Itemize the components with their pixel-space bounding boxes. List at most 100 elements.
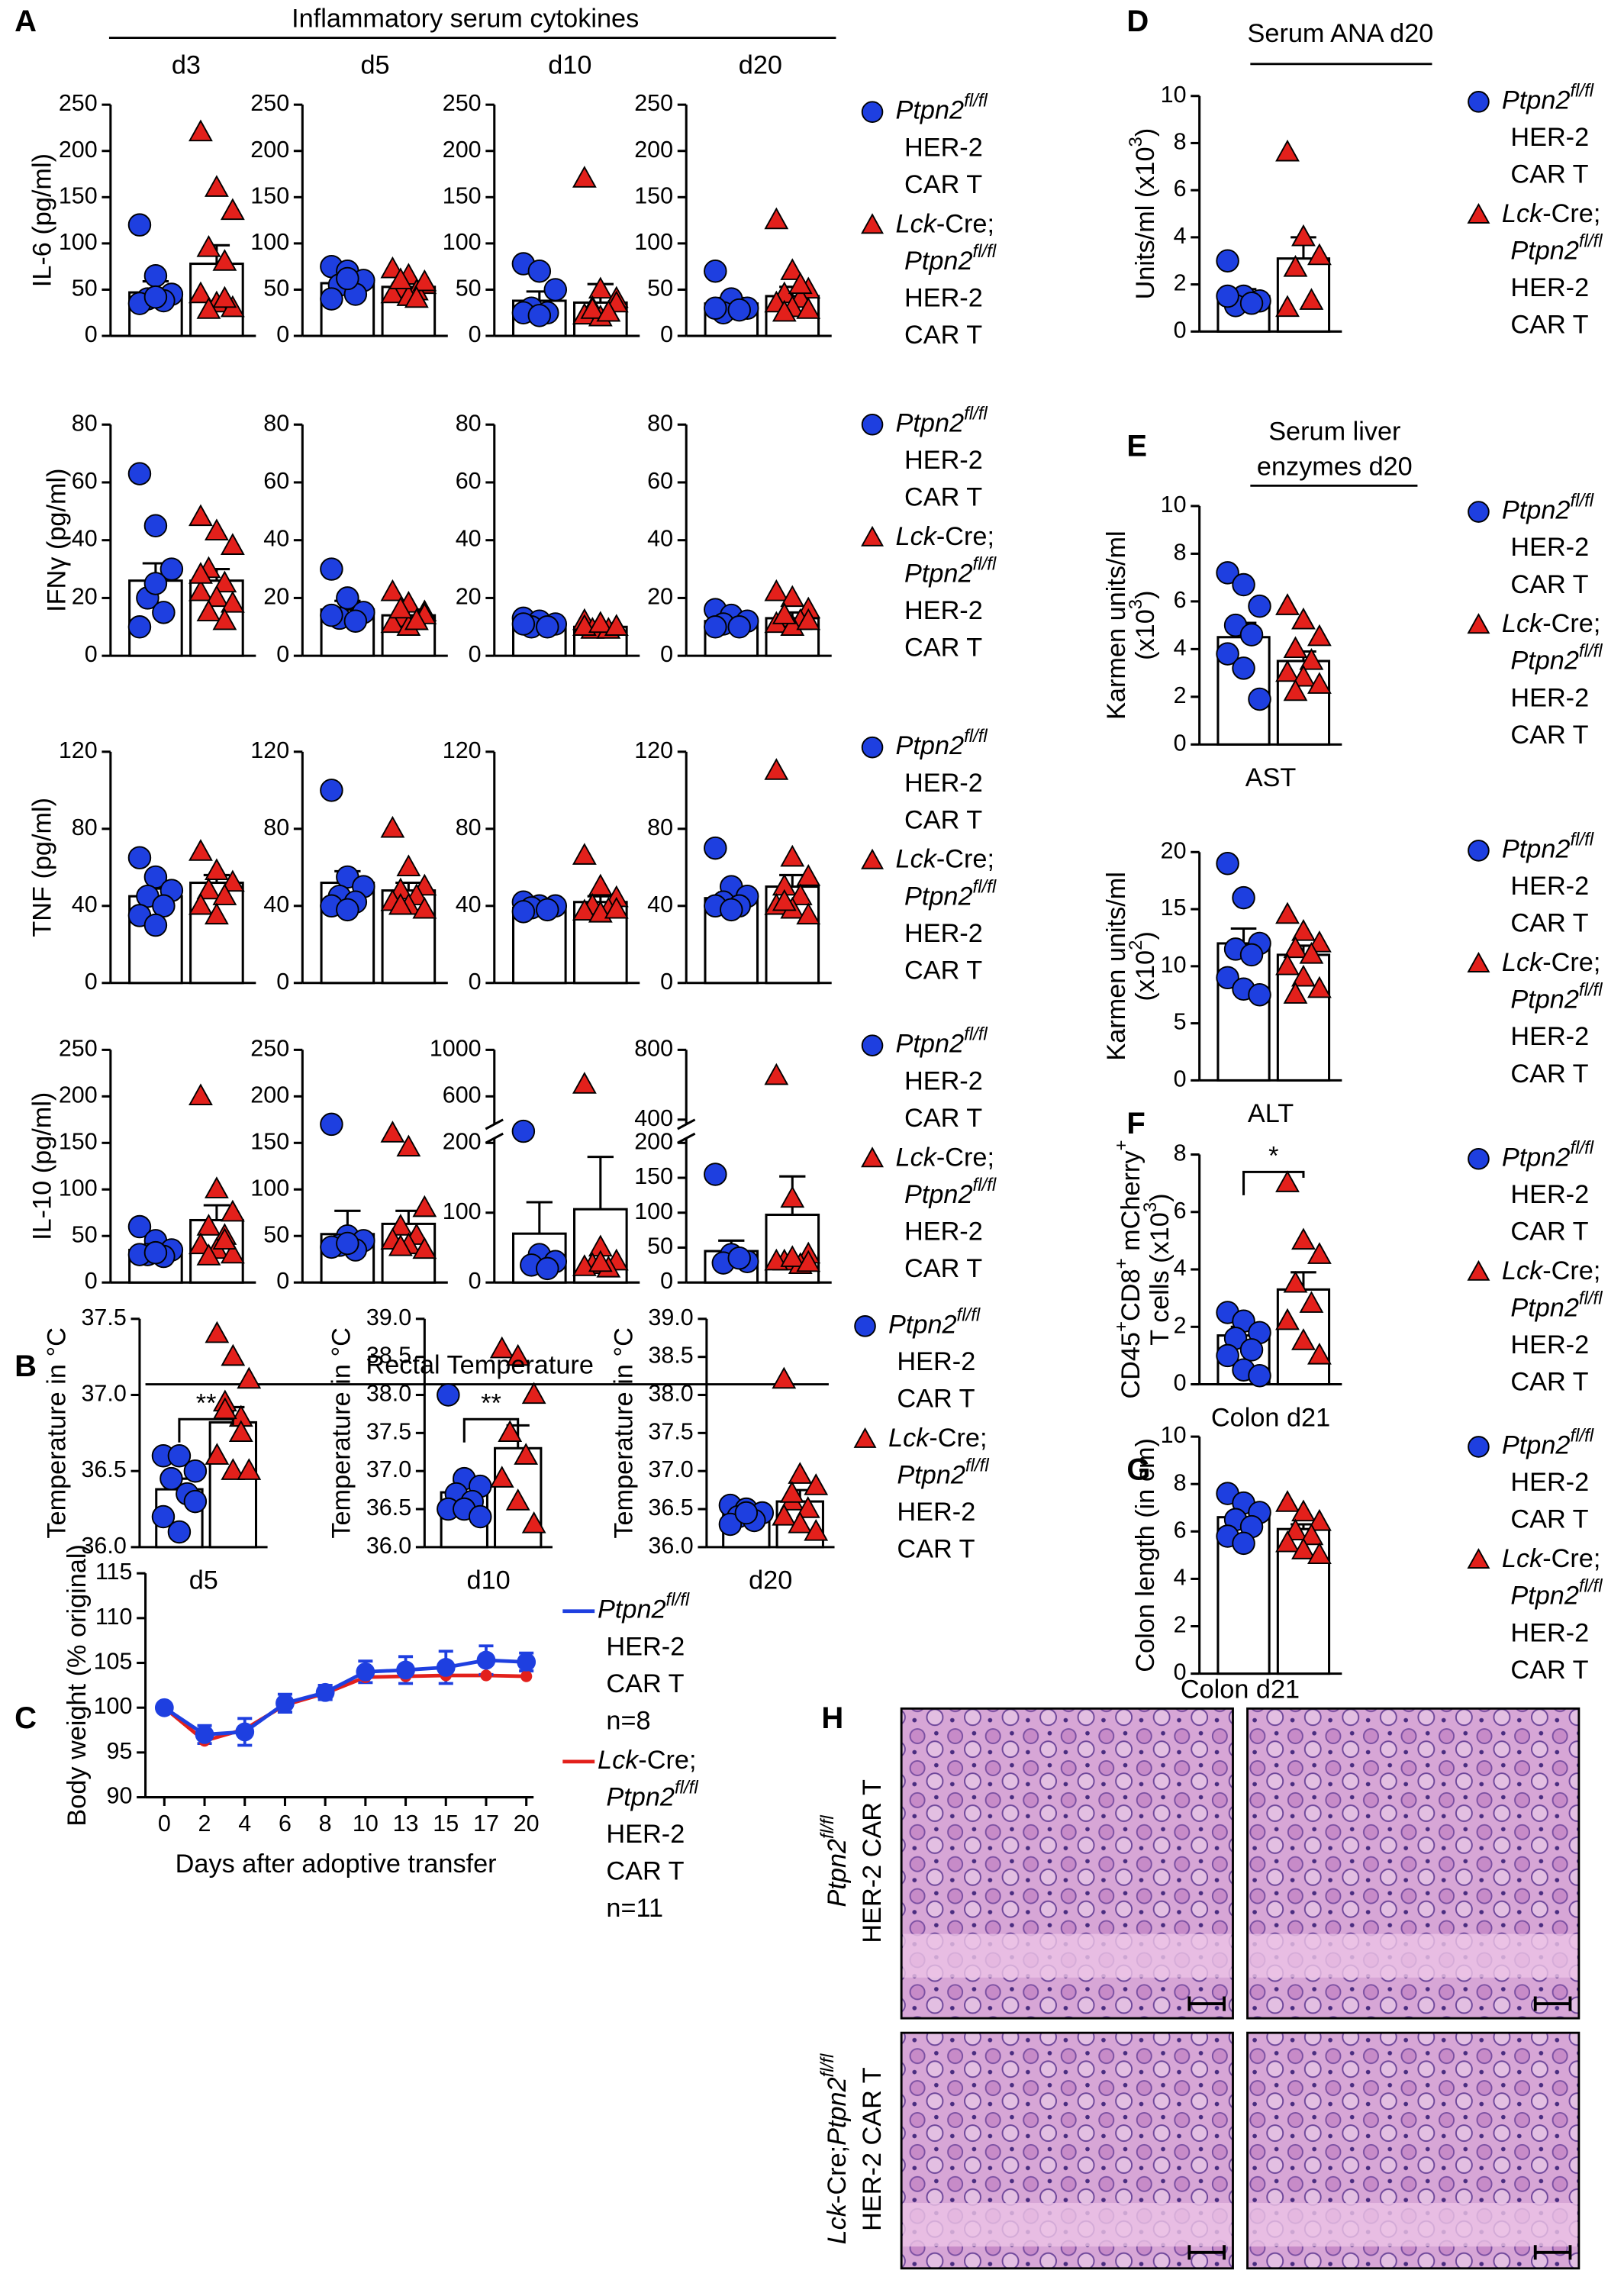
data-point xyxy=(1239,292,1264,315)
legend-label: HER-2 xyxy=(904,133,983,162)
legend-label: CAR T xyxy=(904,321,982,350)
column-title: d10 xyxy=(548,51,591,80)
data-point xyxy=(1307,624,1332,647)
legend-label-part: Ptpn2 xyxy=(1510,1293,1579,1322)
data-point xyxy=(779,1481,804,1503)
y-tick-label: 36.0 xyxy=(648,1533,693,1559)
panel-letter: A xyxy=(14,5,37,38)
legend-label-part: Ptpn2 xyxy=(1502,1143,1571,1172)
y-axis-label: (x102) xyxy=(1126,931,1160,1001)
data-point xyxy=(489,1466,514,1488)
data-point xyxy=(1299,288,1324,310)
data-point xyxy=(527,304,552,327)
data-point xyxy=(511,900,536,924)
data-point xyxy=(788,272,813,295)
header-rule xyxy=(108,37,1432,1385)
data-point xyxy=(336,898,359,922)
row-label: HER-2 CAR T xyxy=(858,2067,887,2231)
legend-label-part: fl/fl xyxy=(957,1304,981,1325)
y-tick-label: 36.5 xyxy=(81,1456,126,1482)
row-label: Ptpn2fl/fl xyxy=(817,1815,852,1908)
y-tick-label: 400 xyxy=(634,1105,673,1131)
data-point xyxy=(127,615,152,639)
data-point xyxy=(127,213,152,237)
legend-label-part: -Cre; xyxy=(1542,609,1600,638)
x-tick-label: 17 xyxy=(473,1811,499,1837)
y-tick-label: 0 xyxy=(276,321,289,347)
data-point xyxy=(1307,1342,1332,1365)
y-tick-label: 38.5 xyxy=(648,1343,693,1369)
data-point xyxy=(1299,941,1324,964)
data-point xyxy=(212,608,237,630)
data-point xyxy=(183,1489,208,1514)
legend-label-part: Lck xyxy=(896,209,938,238)
y-tick-label: 250 xyxy=(59,1035,98,1061)
significance-bracket xyxy=(462,1417,520,1443)
legend-label: HER-2 xyxy=(606,1820,685,1849)
y-tick-label: 40 xyxy=(263,892,289,917)
y-tick-label: 10 xyxy=(1161,952,1187,978)
legend-label: Ptpn2fl/fl xyxy=(1510,641,1603,676)
data-point xyxy=(167,1444,192,1468)
legend-label: Lck-Cre; xyxy=(1502,948,1600,977)
y-tick-label: 10 xyxy=(1161,82,1187,108)
y-tick-label: 0 xyxy=(660,1268,673,1294)
legend-label: HER-2 xyxy=(904,283,983,312)
data-point xyxy=(1291,664,1316,687)
y-tick-label: 100 xyxy=(59,1175,98,1201)
y-tick-label: 37.5 xyxy=(81,1304,126,1330)
y-tick-label: 20 xyxy=(456,583,482,609)
data-point xyxy=(1467,952,1490,972)
legend-label-part: fl/fl xyxy=(1579,641,1603,662)
y-tick-label: 40 xyxy=(72,892,98,917)
muscle-layer xyxy=(903,1933,1232,1978)
y-tick-label: 0 xyxy=(660,321,673,347)
y-tick-label: 8 xyxy=(1174,128,1187,154)
data-point xyxy=(469,1504,492,1529)
y-tick-label: 100 xyxy=(250,229,289,255)
y-tick-label: 115 xyxy=(95,1559,133,1585)
legend-label: Ptpn2fl/fl xyxy=(606,1777,698,1811)
legend-label-part: Ptpn2 xyxy=(888,1310,957,1339)
data-point xyxy=(205,1443,230,1465)
legend-label-part: fl/fl xyxy=(1570,829,1593,850)
data-point xyxy=(220,1199,245,1222)
y-tick-label: 600 xyxy=(443,1082,482,1108)
section-title: Inflammatory serum cytokines xyxy=(292,5,639,34)
y-tick-label: 100 xyxy=(59,229,98,255)
data-point xyxy=(320,1112,343,1137)
data-point xyxy=(572,898,597,921)
legend-label: Ptpn2fl/fl xyxy=(1502,490,1594,524)
data-point xyxy=(1468,501,1490,523)
legend-label-part: -Cre; xyxy=(929,1424,987,1453)
data-point xyxy=(511,1119,536,1143)
y-tick-label: 150 xyxy=(250,1128,289,1154)
y-axis xyxy=(677,1050,696,1283)
data-point xyxy=(320,557,343,581)
legend-label: CAR T xyxy=(904,482,982,511)
legend-label: HER-2 xyxy=(1510,1180,1589,1209)
y-tick-label: 0 xyxy=(469,321,482,347)
data-point xyxy=(505,1343,530,1366)
legend-label: HER-2 xyxy=(904,1066,983,1095)
y-tick-label: 6 xyxy=(1174,1517,1187,1543)
y-axis-label-part: + xyxy=(1111,1258,1132,1269)
y-tick-label: 100 xyxy=(250,1175,289,1201)
x-axis-label: d20 xyxy=(749,1566,792,1595)
legend-label: Lck-Cre; xyxy=(1502,1544,1600,1573)
y-tick-label: 50 xyxy=(647,1234,673,1259)
data-point xyxy=(196,1243,221,1266)
y-tick-label: 20 xyxy=(647,583,673,609)
y-tick-label: 36.0 xyxy=(366,1533,411,1559)
data-point xyxy=(1216,642,1239,666)
data-point xyxy=(1307,1542,1332,1565)
data-point xyxy=(1291,607,1316,630)
y-tick-label: 50 xyxy=(72,1221,98,1247)
y-tick-label: 36.0 xyxy=(81,1533,126,1559)
legend-label-part: fl/fl xyxy=(666,1590,690,1611)
y-axis-label: Temperature in °C xyxy=(327,1327,356,1539)
data-point xyxy=(780,258,805,280)
y-tick-label: 60 xyxy=(72,468,98,494)
y-tick-label: 4 xyxy=(1174,1564,1187,1590)
legend-label-part: fl/fl xyxy=(1579,1288,1603,1308)
